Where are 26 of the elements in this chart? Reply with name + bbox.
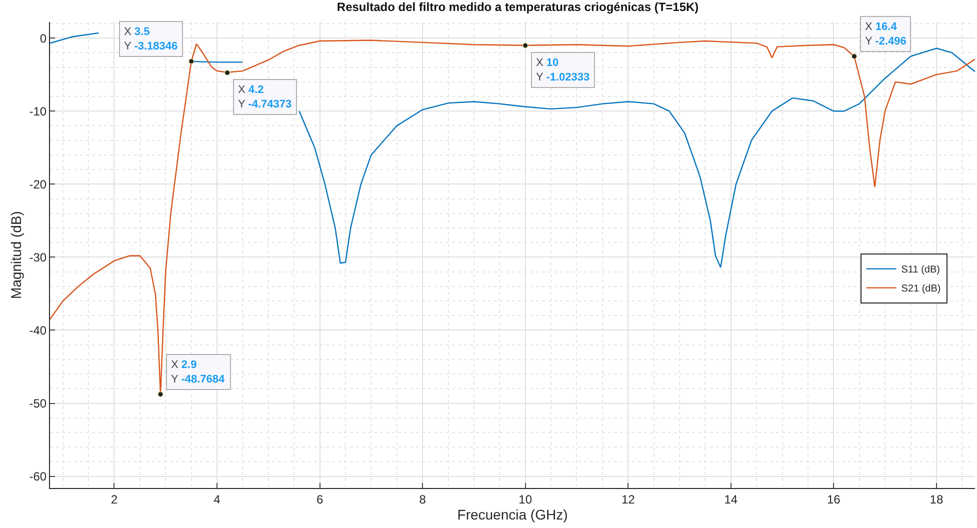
x-tick-label: 6 [316,492,324,506]
y-tick-label: -60 [29,470,47,484]
x-tick-label: 8 [419,492,426,506]
x-tick-label: 4 [214,492,221,506]
x-tick-label: 18 [930,492,944,506]
x-tick-label: 10 [518,492,532,506]
y-tick-label: -30 [29,250,47,264]
annotation: X 4.2 Y -4.74373 [238,84,292,110]
y-tick-label: 0 [40,31,47,46]
y-tick-label: -20 [29,177,47,192]
x-tick-label: 2 [110,492,118,506]
x-tick-label: 16 [827,492,841,506]
annotation: X 2.9 Y -48.7684 [171,359,226,386]
y-tick-label: -10 [29,104,47,118]
annotation: X 3.5 Y -3.18346 [124,26,178,52]
y-tick-label: -40 [29,323,47,338]
y-tick-label: -50 [29,396,47,410]
annotation: X 16.4 Y -2.496 [865,21,906,48]
y-axis-title: Magnitud (dB) [8,211,24,299]
annotation: X 10 Y -1.02333 [536,57,590,84]
chart-title: Resultado del filtro medido a temperaturas criogénicas (T=15K) [336,0,699,14]
legend-label: S11 (dB) [901,264,940,276]
x-tick-label: 14 [724,492,738,506]
x-tick-label: 12 [621,492,636,506]
legend-label: S21 (dB) [901,284,941,295]
x-axis-title: Frecuencia (GHz) [457,506,568,523]
